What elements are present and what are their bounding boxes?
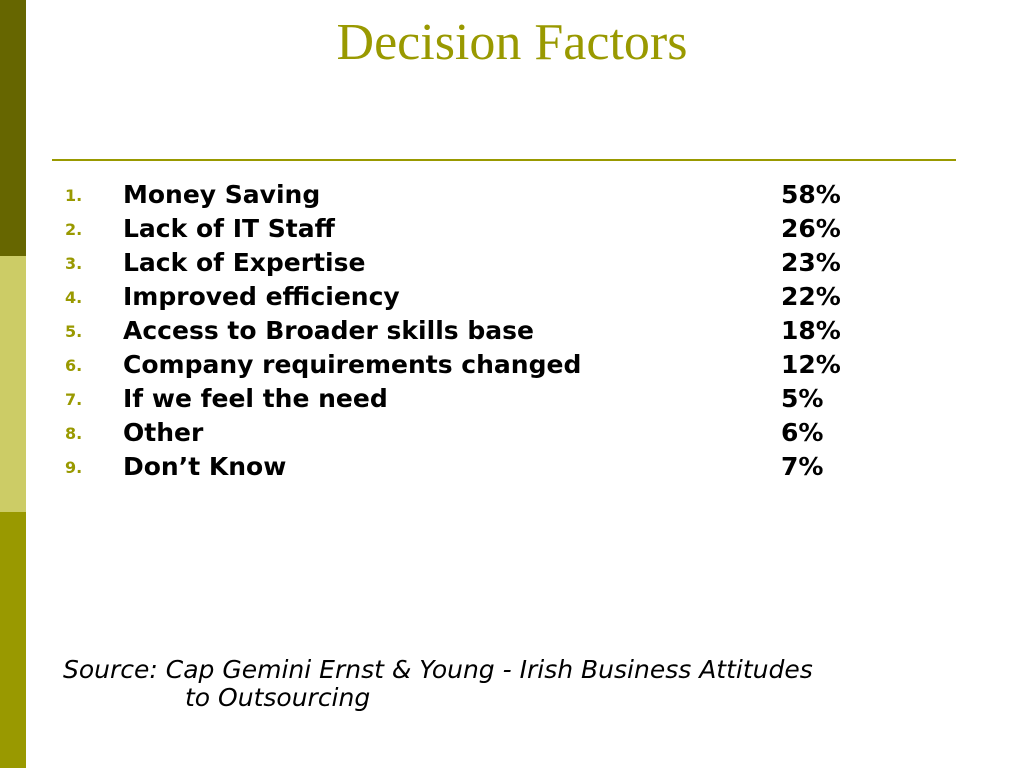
list-item-percent: 26% xyxy=(781,214,841,243)
list-item-label: Money Saving xyxy=(123,180,321,209)
list-item-percent: 5% xyxy=(781,384,824,413)
list-item-number: 1. xyxy=(65,186,83,205)
list-item-number: 8. xyxy=(65,424,83,443)
list-item-percent: 22% xyxy=(781,282,841,311)
list-item-label: Lack of Expertise xyxy=(123,248,366,277)
source-citation: Source: Cap Gemini Ernst & Young - Irish… xyxy=(63,656,963,712)
list-item-number: 6. xyxy=(65,356,83,375)
list-item-percent: 6% xyxy=(781,418,824,447)
list-item-percent: 18% xyxy=(781,316,841,345)
list-item-number: 4. xyxy=(65,288,83,307)
list-item: 4. Improved efficiency 22% xyxy=(60,280,960,314)
list-item: 8. Other 6% xyxy=(60,416,960,450)
list-item-label: Other xyxy=(123,418,204,447)
source-line-2: to Outsourcing xyxy=(185,683,371,712)
source-line-1: Source: Cap Gemini Ernst & Young - Irish… xyxy=(63,655,813,684)
list-item-number: 3. xyxy=(65,254,83,273)
list-item-number: 5. xyxy=(65,322,83,341)
list-item: 9. Don’t Know 7% xyxy=(60,450,960,484)
list-item: 3. Lack of Expertise 23% xyxy=(60,246,960,280)
list-item-label: Access to Broader skills base xyxy=(123,316,534,345)
side-bar-middle xyxy=(0,256,26,512)
list-item-label: Lack of IT Staff xyxy=(123,214,335,243)
list-item-number: 9. xyxy=(65,458,83,477)
list-item-number: 7. xyxy=(65,390,83,409)
decision-factors-list: 1. Money Saving 58% 2. Lack of IT Staff … xyxy=(60,178,960,484)
list-item-label: Don’t Know xyxy=(123,452,287,481)
slide-title: Decision Factors xyxy=(336,14,688,71)
side-bar-top xyxy=(0,0,26,256)
list-item-label: Improved efficiency xyxy=(123,282,400,311)
title-divider xyxy=(52,159,956,161)
list-item-percent: 7% xyxy=(781,452,824,481)
list-item: 5. Access to Broader skills base 18% xyxy=(60,314,960,348)
list-item-percent: 23% xyxy=(781,248,841,277)
list-item: 2. Lack of IT Staff 26% xyxy=(60,212,960,246)
list-item-number: 2. xyxy=(65,220,83,239)
list-item: 7. If we feel the need 5% xyxy=(60,382,960,416)
list-item: 6. Company requirements changed 12% xyxy=(60,348,960,382)
list-item-label: If we feel the need xyxy=(123,384,388,413)
list-item-label: Company requirements changed xyxy=(123,350,582,379)
list-item: 1. Money Saving 58% xyxy=(60,178,960,212)
list-item-percent: 58% xyxy=(781,180,841,209)
list-item-percent: 12% xyxy=(781,350,841,379)
side-bar-bottom xyxy=(0,512,26,768)
